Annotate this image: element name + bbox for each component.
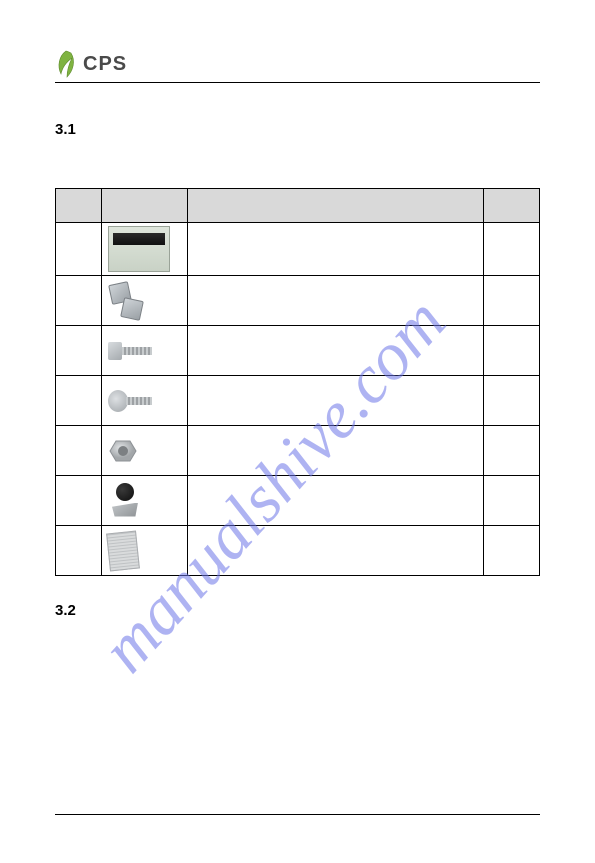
table-header-row [56,189,540,223]
table-header-cell [102,189,188,223]
part-image-manual [106,530,140,571]
part-image-nut [108,438,138,464]
table-header-cell [484,189,540,223]
footer-rule [55,814,540,815]
table-header-cell [56,189,102,223]
table-row [56,276,540,326]
brand-name: CPS [83,53,127,76]
table-row [56,426,540,476]
part-image-keys [108,483,142,519]
part-image-inverter [108,226,170,272]
parts-table [55,188,540,576]
table-row [56,376,540,426]
section-3-1: 3.1 [55,121,540,138]
header: CPS [55,50,540,78]
header-rule [55,82,540,83]
table-header-cell [188,189,484,223]
part-image-bolt-washer [108,386,156,416]
table-row [56,476,540,526]
section-3-2: 3.2 [55,602,540,619]
page: CPS 3.1 [0,0,595,863]
part-image-bolt [108,338,156,364]
part-image-hinge [108,281,144,321]
table-row [56,223,540,276]
leaf-icon [55,50,77,78]
table-row [56,526,540,576]
table-row [56,326,540,376]
